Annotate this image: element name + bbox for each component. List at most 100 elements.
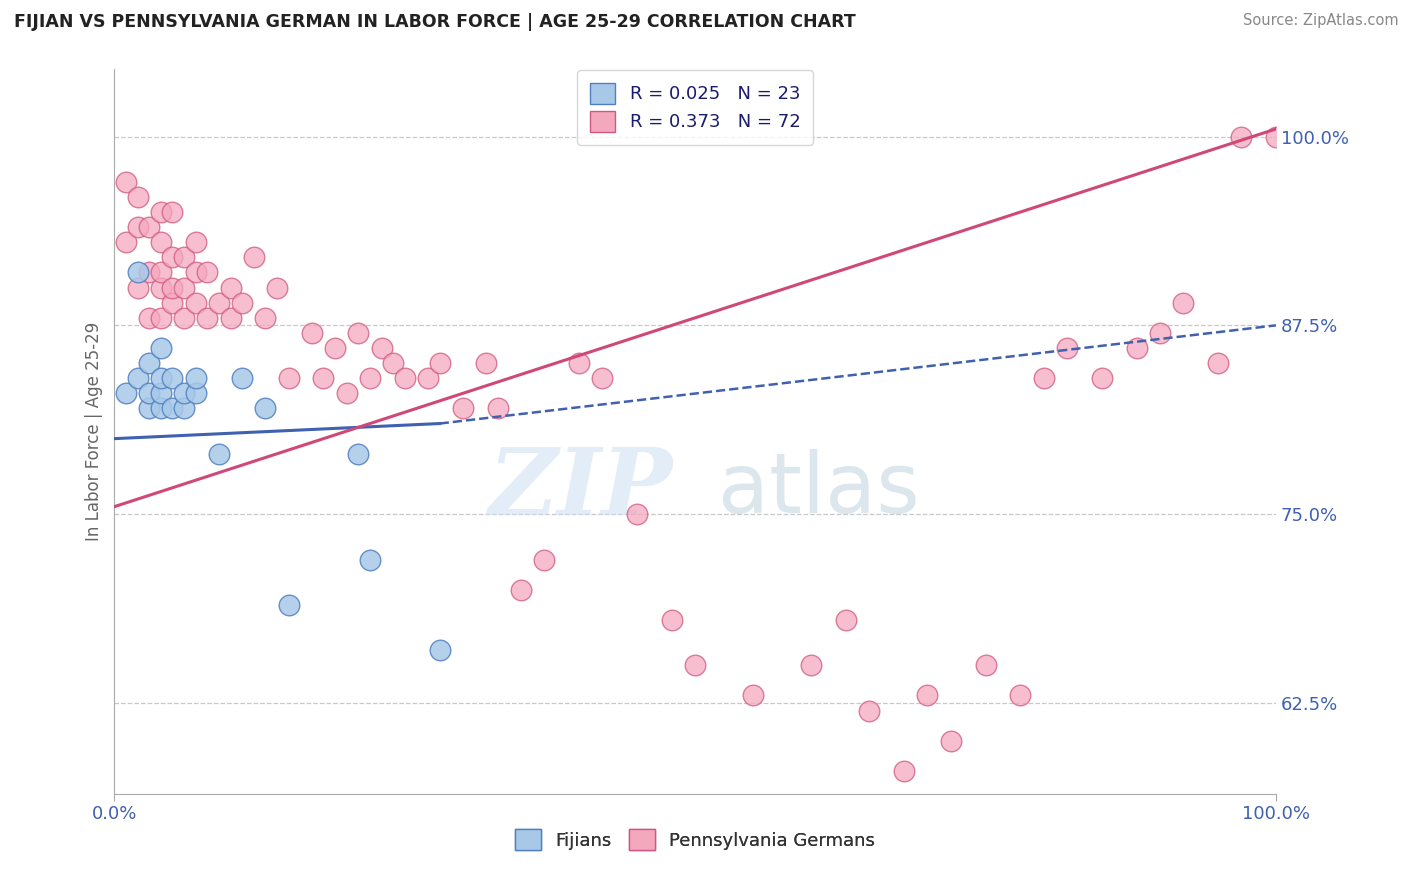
Point: [917, 689, 939, 703]
Point: [1149, 326, 1171, 340]
Point: [475, 356, 498, 370]
Point: [149, 265, 172, 279]
Point: [858, 704, 880, 718]
Point: [149, 401, 172, 416]
Point: [184, 235, 207, 250]
Point: [429, 356, 451, 370]
Point: [336, 386, 359, 401]
Point: [173, 310, 195, 325]
Point: [277, 371, 299, 385]
Point: [974, 658, 997, 673]
Point: [115, 235, 138, 250]
Point: [173, 401, 195, 416]
Point: [149, 386, 172, 401]
Point: [1265, 129, 1288, 144]
Y-axis label: In Labor Force | Age 25-29: In Labor Force | Age 25-29: [86, 321, 103, 541]
Point: [359, 552, 381, 566]
Point: [231, 371, 253, 385]
Point: [800, 658, 823, 673]
Point: [1010, 689, 1032, 703]
Point: [1206, 356, 1229, 370]
Point: [451, 401, 474, 416]
Point: [939, 733, 962, 747]
Point: [138, 220, 160, 235]
Point: [893, 764, 915, 778]
Point: [184, 295, 207, 310]
Point: [370, 341, 392, 355]
Point: [173, 386, 195, 401]
Point: [149, 371, 172, 385]
Point: [138, 386, 160, 401]
Point: [661, 613, 683, 627]
Point: [683, 658, 706, 673]
Point: [138, 310, 160, 325]
Text: ZIP: ZIP: [488, 444, 672, 534]
Point: [486, 401, 509, 416]
Point: [219, 280, 242, 294]
Point: [1056, 341, 1078, 355]
Point: [254, 310, 277, 325]
Point: [195, 310, 218, 325]
Point: [591, 371, 613, 385]
Point: [115, 386, 138, 401]
Point: [184, 265, 207, 279]
Point: [149, 205, 172, 219]
Point: [162, 295, 184, 310]
Point: [1091, 371, 1114, 385]
Point: [626, 507, 648, 521]
Point: [382, 356, 405, 370]
Text: atlas: atlas: [718, 449, 920, 530]
Text: FIJIAN VS PENNSYLVANIA GERMAN IN LABOR FORCE | AGE 25-29 CORRELATION CHART: FIJIAN VS PENNSYLVANIA GERMAN IN LABOR F…: [14, 13, 856, 31]
Point: [138, 265, 160, 279]
Point: [184, 386, 207, 401]
Point: [115, 175, 138, 189]
Point: [394, 371, 416, 385]
Point: [1125, 341, 1147, 355]
Point: [1171, 295, 1194, 310]
Point: [149, 280, 172, 294]
Point: [742, 689, 765, 703]
Point: [173, 251, 195, 265]
Point: [277, 598, 299, 612]
Point: [231, 295, 253, 310]
Point: [127, 371, 149, 385]
Point: [138, 401, 160, 416]
Point: [568, 356, 591, 370]
Point: [162, 280, 184, 294]
Point: [195, 265, 218, 279]
Point: [173, 280, 195, 294]
Point: [162, 371, 184, 385]
Point: [149, 341, 172, 355]
Point: [359, 371, 381, 385]
Point: [323, 341, 346, 355]
Point: [127, 190, 149, 204]
Point: [208, 295, 231, 310]
Point: [149, 310, 172, 325]
Point: [184, 371, 207, 385]
Point: [266, 280, 288, 294]
Point: [127, 265, 149, 279]
Point: [208, 447, 231, 461]
Point: [533, 552, 555, 566]
Point: [162, 205, 184, 219]
Point: [429, 643, 451, 657]
Point: [312, 371, 335, 385]
Point: [149, 235, 172, 250]
Point: [254, 401, 277, 416]
Point: [510, 582, 533, 597]
Point: [835, 613, 858, 627]
Point: [162, 401, 184, 416]
Point: [127, 220, 149, 235]
Point: [1230, 129, 1253, 144]
Text: Source: ZipAtlas.com: Source: ZipAtlas.com: [1243, 13, 1399, 29]
Point: [347, 447, 370, 461]
Legend: Fijians, Pennsylvania Germans: Fijians, Pennsylvania Germans: [508, 822, 882, 857]
Point: [1032, 371, 1054, 385]
Point: [219, 310, 242, 325]
Point: [347, 326, 370, 340]
Point: [416, 371, 439, 385]
Point: [127, 280, 149, 294]
Point: [243, 251, 266, 265]
Point: [162, 251, 184, 265]
Point: [301, 326, 323, 340]
